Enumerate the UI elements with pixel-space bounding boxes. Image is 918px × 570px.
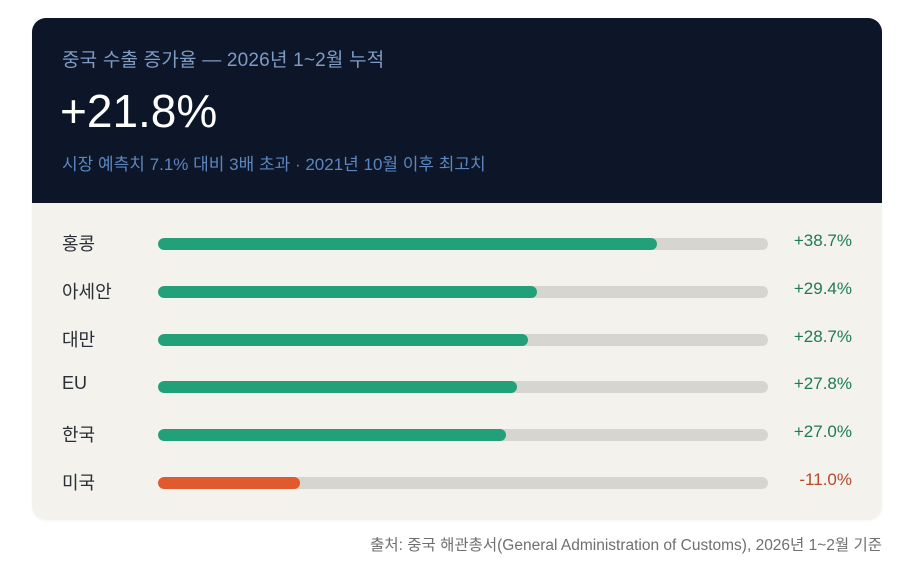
bar-track bbox=[158, 381, 768, 394]
bar-category-label: 대만 bbox=[62, 329, 96, 350]
bar-category-label: 홍콩 bbox=[62, 234, 96, 254]
bar-track bbox=[158, 477, 768, 489]
bar-value-label: -11.0% bbox=[799, 470, 852, 489]
bar-fill bbox=[158, 477, 300, 489]
bar-category-label: 아세안 bbox=[62, 281, 112, 302]
bar-category-label: EU bbox=[62, 373, 88, 394]
bar-category-label: 미국 bbox=[62, 473, 96, 493]
bar-track bbox=[158, 238, 768, 250]
bar-row: 아세안 +29.4% bbox=[32, 275, 882, 305]
bar-fill bbox=[158, 333, 528, 346]
bar-track bbox=[158, 333, 768, 346]
bar-fill bbox=[158, 381, 517, 394]
bar-chart: 홍콩 +38.7% 아세안 +29.4% 대만 +28.7% EU +27.8% 한국 +27.0… bbox=[32, 203, 882, 520]
header-subline: 시장 예측치 7.1% 대비 3배 초과 · 2021년 10월 이후 최고치 bbox=[62, 155, 486, 174]
bar-fill bbox=[158, 429, 506, 442]
bar-value-label: +27.8% bbox=[793, 374, 852, 394]
export-growth-card: 중국 수출 증가율 — 2026년 1~2월 누적 +21.8% 시장 예측치 … bbox=[32, 18, 882, 520]
summary-header: 중국 수출 증가율 — 2026년 1~2월 누적 +21.8% 시장 예측치 … bbox=[32, 18, 882, 203]
bar-value-label: +27.0% bbox=[793, 422, 852, 442]
bar-row: 미국 -11.0% bbox=[32, 466, 882, 496]
bar-track bbox=[158, 285, 768, 298]
bar-value-label: +28.7% bbox=[793, 326, 852, 346]
header-eyebrow: 중국 수출 증가율 — 2026년 1~2월 누적 bbox=[62, 50, 385, 71]
bar-fill bbox=[158, 285, 537, 298]
bar-fill bbox=[158, 238, 657, 250]
bar-value-label: +29.4% bbox=[793, 278, 852, 298]
bar-row: 한국 +27.0% bbox=[32, 418, 882, 448]
bar-track bbox=[158, 429, 768, 442]
bar-row: 홍콩 +38.7% bbox=[32, 227, 882, 257]
bar-row: 대만 +28.7% bbox=[32, 323, 882, 353]
source-note: 출처: 중국 해관총서(General Administration of Cu… bbox=[370, 537, 882, 554]
headline-value: +21.8% bbox=[60, 85, 218, 137]
bar-row: EU +27.8% bbox=[32, 370, 882, 400]
bar-category-label: 한국 bbox=[62, 425, 96, 446]
bar-value-label: +38.7% bbox=[793, 231, 852, 250]
